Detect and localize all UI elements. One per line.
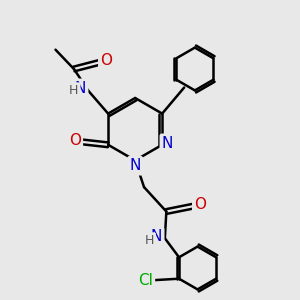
Text: H: H [69,84,79,97]
Text: N: N [162,136,173,151]
Text: N: N [130,158,141,173]
Text: N: N [151,229,162,244]
Text: O: O [100,53,112,68]
Text: Cl: Cl [138,273,153,288]
Text: H: H [145,234,154,247]
Text: O: O [69,133,81,148]
Text: N: N [75,81,86,96]
Text: O: O [194,197,206,212]
